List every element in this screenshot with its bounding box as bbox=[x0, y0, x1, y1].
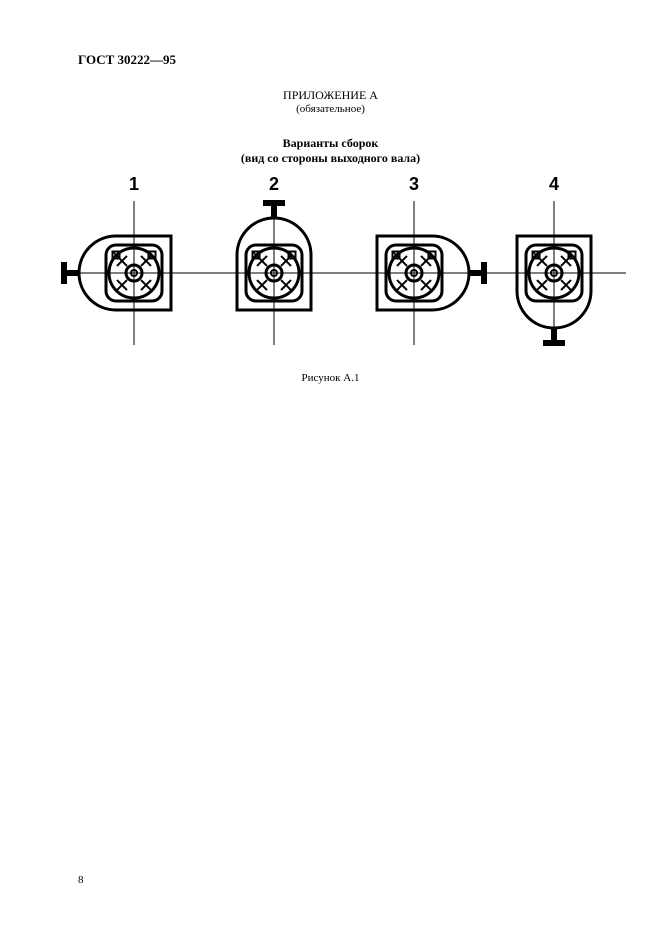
page-number: 8 bbox=[78, 874, 84, 886]
figure-diagram: 1 2 3 4 bbox=[0, 170, 661, 370]
appendix-title-block: ПРИЛОЖЕНИЕ А (обязательное) bbox=[0, 88, 661, 115]
figure-subtitle: Варианты сборок (вид со стороны выходног… bbox=[0, 136, 661, 166]
appendix-note: (обязательное) bbox=[0, 103, 661, 115]
svg-text:2: 2 bbox=[269, 174, 279, 194]
svg-text:3: 3 bbox=[409, 174, 419, 194]
figure-caption: Рисунок А.1 bbox=[0, 372, 661, 384]
svg-text:4: 4 bbox=[549, 174, 559, 194]
doc-header: ГОСТ 30222—95 bbox=[78, 52, 176, 68]
appendix-title: ПРИЛОЖЕНИЕ А bbox=[0, 88, 661, 103]
subtitle-line2: (вид со стороны выходного вала) bbox=[0, 151, 661, 166]
subtitle-line1: Варианты сборок bbox=[0, 136, 661, 151]
svg-text:1: 1 bbox=[129, 174, 139, 194]
